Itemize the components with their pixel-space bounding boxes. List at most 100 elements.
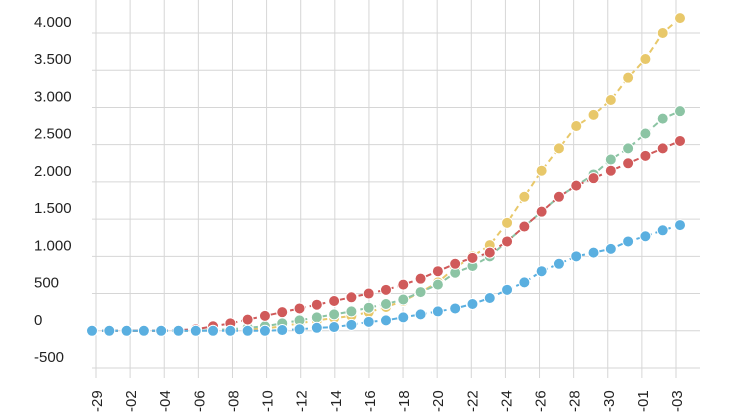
data-point [674,219,686,232]
data-point [535,164,548,177]
data-point [639,149,652,162]
data-point [241,324,254,337]
data-point [552,142,565,155]
data-point [414,272,427,285]
x-tick-label: -26 [533,390,550,412]
x-tick-label: -12 [294,390,311,412]
data-point [587,108,600,121]
data-point [674,12,686,25]
data-point [362,287,375,300]
data-point [604,242,617,255]
data-point [137,324,150,337]
data-point [570,179,583,192]
data-point [380,297,392,310]
data-point [622,142,635,155]
x-tick-label: -22 [464,390,481,412]
data-point [345,318,358,331]
series-line [92,17,681,332]
x-tick-label: -10 [260,390,277,412]
data-point [587,172,600,185]
data-point [570,120,583,133]
x-tick-label: -14 [328,390,345,412]
x-tick-label: -30 [601,390,618,412]
x-tick-label: -20 [430,390,447,412]
data-point [86,324,98,337]
data-point [293,323,306,336]
data-point [345,291,358,304]
data-point [552,190,565,203]
data-point [604,153,617,166]
grid [92,0,700,378]
data-point [535,265,548,278]
data-point [328,295,341,307]
data-point [622,157,635,170]
series-line [92,110,681,332]
y-tick-label: 3.500 [34,51,72,68]
x-tick-label: -03 [669,390,686,412]
x-tick-label: -04 [157,390,174,412]
x-tick-label: -08 [225,390,242,412]
x-tick-label: -24 [498,390,515,412]
data-point [518,190,531,203]
data-point [362,315,375,328]
data-point [656,224,669,237]
data-point [362,301,375,314]
y-tick-label: -500 [34,349,64,366]
y-tick-label: 2.500 [34,126,72,143]
data-point [397,311,410,324]
data-point [120,324,133,337]
y-tick-label: 4.000 [34,14,72,31]
y-tick-label: 1.500 [34,200,72,217]
data-point [328,308,341,321]
data-point [656,27,669,39]
y-tick-label: 3.000 [34,88,72,105]
data-point [276,306,289,319]
data-point [622,235,635,248]
data-point [310,298,323,311]
data-point [674,134,686,147]
x-tick-label: -28 [567,390,584,412]
data-point [103,324,116,337]
data-point [656,142,669,155]
data-point [622,71,635,84]
data-point [587,246,600,259]
data-point [189,324,202,337]
data-point [155,324,168,337]
data-point [431,278,444,291]
data-point [293,302,306,315]
data-point [449,257,462,270]
data-point [501,235,514,248]
data-point [501,216,514,229]
data-point [639,53,652,66]
data-point [276,324,289,337]
data-point [258,309,271,322]
data-point [328,321,341,334]
data-point [224,324,237,337]
x-tick-label: -16 [362,390,379,412]
data-point [310,321,323,334]
y-tick-label: 500 [34,275,59,292]
data-point [552,257,565,270]
data-point [431,305,444,318]
data-point [397,293,410,306]
data-point [518,276,531,289]
data-point [483,292,496,305]
data-point [639,127,652,140]
series-group [86,12,686,337]
data-point [449,302,462,315]
data-point [258,324,271,337]
y-tick-label: 1.000 [34,237,72,254]
data-point [483,246,496,259]
data-point [570,250,583,263]
y-tick-label: 2.000 [34,163,72,180]
data-point [501,283,514,296]
data-point [241,313,254,326]
y-axis-ticks: 4.000 3.500 3.000 2.500 2.000 1.500 1.000 500 0 -… [34,14,72,366]
data-point [535,205,548,218]
data-point [380,283,392,296]
data-point [518,220,531,233]
data-point [604,164,617,177]
data-point [310,311,323,324]
x-tick-label: -06 [191,390,208,412]
